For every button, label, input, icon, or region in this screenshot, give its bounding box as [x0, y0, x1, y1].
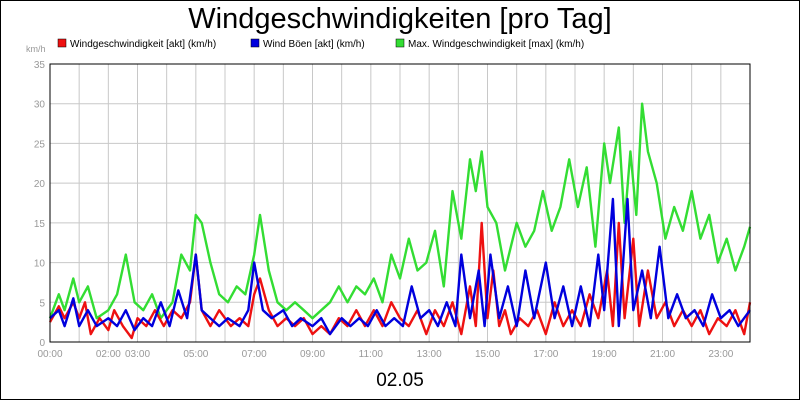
x-ticks: 00:00 02:00 03:00 05:00 07:00 09:00 11:00 13:00…	[37, 349, 733, 360]
x-tick-label-10: 19:00	[592, 349, 617, 360]
series-line-1	[49, 197, 751, 336]
x-tick-label-8: 15:00	[475, 349, 500, 360]
y-ticks: 0 5 10 15 20 25 30 35	[34, 60, 46, 349]
legend-entry-2: Max. Windgeschwindigkeit [max] (km/h)	[395, 38, 584, 50]
x-tick-label-6: 11:00	[359, 349, 384, 360]
y-tick-label-2: 10	[34, 259, 46, 270]
x-tick-label-3: 05:00	[183, 349, 208, 360]
legend-entry-1: Wind Böen [akt] (km/h)	[250, 38, 365, 50]
legend: Windgeschwindigkeit [akt] (km/h) Wind Bö…	[57, 38, 584, 50]
legend-label-1: Wind Böen [akt] (km/h)	[263, 39, 365, 50]
x-tick-label-1: 02:00	[96, 349, 121, 360]
legend-swatch-0	[57, 38, 67, 48]
grid	[50, 63, 750, 343]
legend-swatch-2	[395, 38, 405, 48]
legend-label-2: Max. Windgeschwindigkeit [max] (km/h)	[408, 39, 584, 50]
x-tick-label-4: 07:00	[242, 349, 267, 360]
chart-title: Windgeschwindigkeiten [pro Tag]	[188, 3, 611, 35]
date-label: 02.05	[376, 370, 424, 391]
legend-label-0: Windgeschwindigkeit [akt] (km/h)	[70, 39, 216, 50]
y-tick-label-0: 0	[39, 338, 45, 349]
x-tick-label-9: 17:00	[533, 349, 558, 360]
x-tick-label-11: 21:00	[650, 349, 675, 360]
legend-entry-0: Windgeschwindigkeit [akt] (km/h)	[57, 38, 216, 50]
y-tick-label-7: 35	[34, 60, 46, 71]
x-tick-label-12: 23:00	[708, 349, 733, 360]
y-tick-label-6: 30	[34, 100, 46, 111]
legend-swatch-1	[250, 38, 260, 48]
y-tick-label-5: 25	[34, 139, 46, 150]
series-line-2	[48, 102, 752, 320]
y-axis-unit: km/h	[26, 44, 46, 54]
y-tick-label-4: 20	[34, 179, 46, 190]
x-tick-label-5: 09:00	[300, 349, 325, 360]
series-lines	[48, 102, 752, 340]
x-tick-label-2: 03:00	[125, 349, 150, 360]
x-tick-label-7: 13:00	[417, 349, 442, 360]
y-tick-label-3: 15	[34, 219, 46, 230]
y-tick-label-1: 5	[39, 298, 45, 309]
x-tick-label-0: 00:00	[37, 349, 62, 360]
plot-border	[49, 63, 751, 343]
